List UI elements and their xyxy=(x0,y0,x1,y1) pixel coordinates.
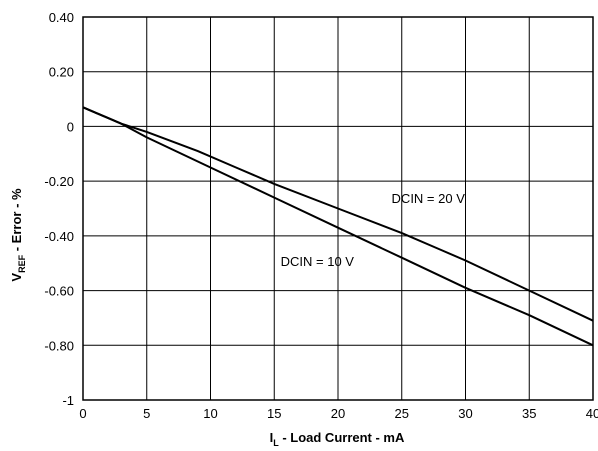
x-tick-label: 30 xyxy=(458,406,472,421)
y-tick-label: -0.20 xyxy=(44,174,74,189)
x-tick-label: 20 xyxy=(331,406,345,421)
x-tick-label: 15 xyxy=(267,406,281,421)
x-axis-title: IL - Load Current - mA xyxy=(270,430,405,448)
series-annotation-1: DCIN = 20 V xyxy=(392,191,466,206)
y-tick-label: 0.40 xyxy=(49,10,74,25)
y-tick-label: -0.80 xyxy=(44,338,74,353)
x-tick-label: 0 xyxy=(79,406,86,421)
series-lines xyxy=(82,106,594,347)
y-tick-label: -0.40 xyxy=(44,229,74,244)
x-tick-label: 10 xyxy=(203,406,217,421)
series-annotation-2: DCIN = 10 V xyxy=(281,254,355,269)
y-tick-label: -0.60 xyxy=(44,284,74,299)
y-tick-label: 0.20 xyxy=(49,65,74,80)
x-tick-label: 35 xyxy=(522,406,536,421)
x-tick-label: 40 xyxy=(586,406,598,421)
y-axis-title: VREF - Error - % xyxy=(9,188,27,282)
grid xyxy=(83,17,593,400)
y-tick-label: 0 xyxy=(67,119,74,134)
x-tick-labels: 0 5 10 15 20 25 30 35 40 xyxy=(79,406,598,421)
x-tick-label: 5 xyxy=(143,406,150,421)
y-tick-label: -1 xyxy=(62,393,74,408)
annotations: DCIN = 20 V DCIN = 10 V xyxy=(281,191,466,269)
series-line-2 xyxy=(82,106,594,347)
y-tick-labels: 0.40 0.20 0 -0.20 -0.40 -0.60 -0.80 -1 xyxy=(44,10,74,408)
plot-frame xyxy=(82,16,594,401)
x-tick-label: 25 xyxy=(395,406,409,421)
